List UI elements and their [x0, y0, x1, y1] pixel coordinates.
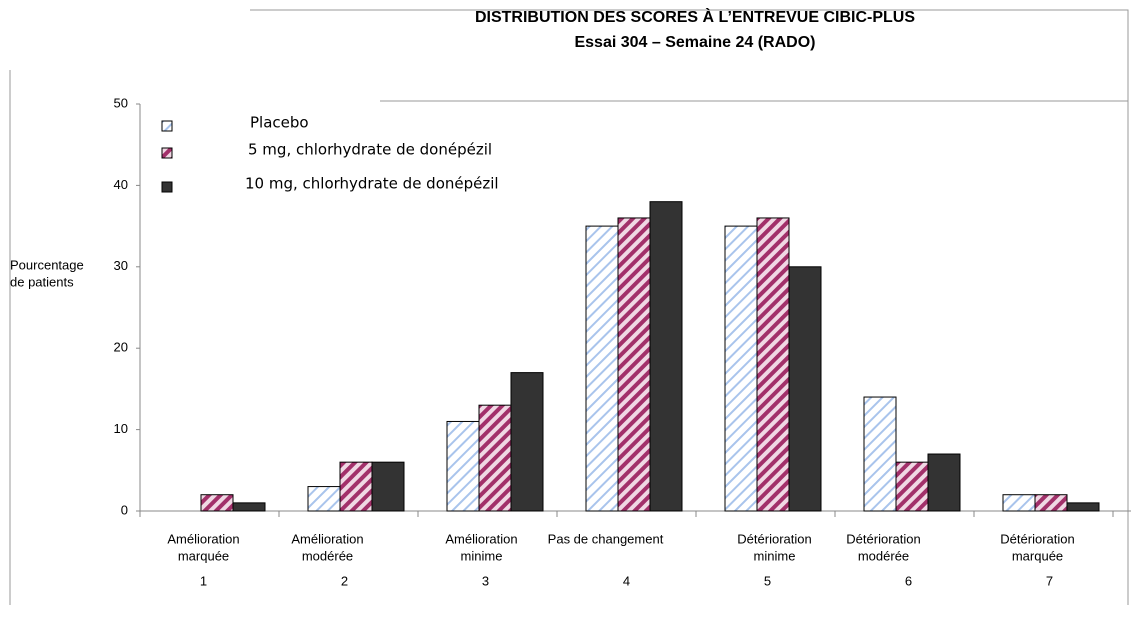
- y-axis-label: Pourcentage: [10, 257, 84, 272]
- x-tick-label: modérée: [302, 548, 353, 563]
- bar: [1002, 494, 1036, 512]
- bar: [895, 461, 929, 512]
- bar: [232, 502, 266, 512]
- bar: [371, 461, 405, 512]
- x-tick-label: Détérioration: [846, 531, 920, 546]
- category-number: 6: [905, 573, 912, 588]
- bar: [863, 396, 897, 512]
- category-number: 2: [341, 573, 348, 588]
- bar: [1066, 502, 1100, 512]
- y-tick-label: 20: [114, 340, 128, 355]
- x-tick-label: marquée: [1012, 548, 1063, 563]
- bar: [339, 461, 373, 512]
- legend-label: 10 mg, chlorhydrate de donépézil: [245, 175, 499, 193]
- bar: [756, 217, 790, 512]
- y-tick-label: 10: [114, 421, 128, 436]
- legend-label: 5 mg, chlorhydrate de donépézil: [248, 141, 492, 159]
- chart-subtitle: Essai 304 – Semaine 24 (RADO): [574, 34, 815, 51]
- bar: [1034, 494, 1068, 512]
- x-tick-label: Détérioration: [1000, 531, 1074, 546]
- legend-swatch: [161, 147, 173, 159]
- category-number: 7: [1046, 573, 1053, 588]
- bar: [585, 225, 619, 512]
- bar: [446, 420, 480, 512]
- legend-swatch: [161, 181, 173, 193]
- y-axis-label: de patients: [10, 274, 74, 289]
- chart-title: DISTRIBUTION DES SCORES À L’ENTREVUE CIB…: [475, 7, 915, 26]
- x-tick-label: minime: [754, 548, 796, 563]
- legend-swatch: [161, 120, 173, 132]
- bar: [927, 453, 961, 512]
- bar: [478, 404, 512, 512]
- y-tick-label: 50: [114, 95, 128, 110]
- x-tick-label: Pas de changement: [548, 531, 664, 546]
- x-tick-label: Amélioration: [167, 531, 239, 546]
- x-tick-label: Amélioration: [291, 531, 363, 546]
- legend-label: Placebo: [250, 114, 309, 132]
- bar: [617, 217, 651, 512]
- legend-box: [142, 96, 382, 206]
- x-tick-label: modérée: [858, 548, 909, 563]
- frame: [9, 9, 1129, 605]
- bar: [649, 201, 683, 512]
- bar: [307, 486, 341, 512]
- category-number: 5: [764, 573, 771, 588]
- x-tick-label: minime: [461, 548, 503, 563]
- y-tick-label: 40: [114, 177, 128, 192]
- y-tick-label: 30: [114, 258, 128, 273]
- y-tick-label: 0: [121, 502, 128, 517]
- bar: [510, 372, 544, 512]
- category-number: 3: [482, 573, 489, 588]
- x-tick-label: Détérioration: [737, 531, 811, 546]
- bar: [200, 494, 234, 512]
- x-tick-label: marquée: [178, 548, 229, 563]
- bar: [788, 266, 822, 512]
- category-number: 1: [200, 573, 207, 588]
- category-number: 4: [623, 573, 630, 588]
- bar: [724, 225, 758, 512]
- x-tick-label: Amélioration: [445, 531, 517, 546]
